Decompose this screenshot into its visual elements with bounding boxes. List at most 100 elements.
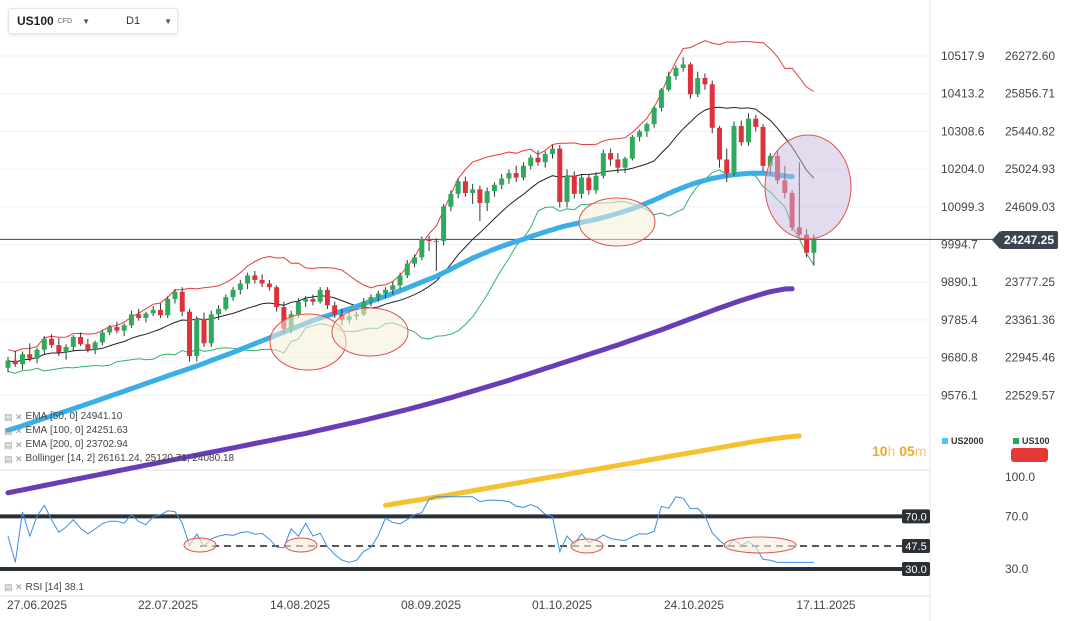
candle-body bbox=[724, 159, 730, 174]
indicator-value: 26161.24, 25120.71, 24080.18 bbox=[97, 453, 235, 464]
rsi-legend[interactable]: ▤ ✕ RSI [14] 38.1 bbox=[4, 582, 84, 593]
candle-body bbox=[470, 189, 476, 193]
candle-body bbox=[673, 68, 679, 77]
candle-body bbox=[136, 314, 142, 318]
candle-body bbox=[651, 107, 657, 125]
candle-body bbox=[528, 157, 534, 166]
candle-body bbox=[680, 64, 686, 69]
candle-body bbox=[114, 327, 120, 331]
candle-body bbox=[644, 124, 650, 132]
candle-body bbox=[709, 84, 715, 128]
candle-body bbox=[695, 77, 701, 95]
indicator-params: [14, 2] bbox=[67, 453, 96, 464]
timeframe-value[interactable]: D1 bbox=[126, 15, 141, 27]
settings-close-icon[interactable]: ▤ ✕ bbox=[4, 440, 23, 450]
candle-body bbox=[419, 239, 425, 258]
candle-body bbox=[397, 275, 403, 286]
candle-body bbox=[324, 289, 330, 306]
timeframe-dropdown-icon[interactable]: ▼ bbox=[164, 16, 172, 26]
candle-body bbox=[499, 178, 505, 185]
candle-body bbox=[41, 338, 47, 350]
indicator-legend: ▤ ✕ EMA [50, 0] 24941.10 ▤ ✕ EMA [100, 0… bbox=[4, 410, 234, 466]
settings-close-icon[interactable]: ▤ ✕ bbox=[4, 426, 23, 436]
bollinger-upper-line bbox=[7, 40, 815, 353]
candle-body bbox=[731, 125, 737, 174]
settings-close-icon[interactable]: ▤ ✕ bbox=[4, 454, 23, 464]
candle-body bbox=[404, 263, 410, 276]
y-axis-label: 26272.60 bbox=[1005, 49, 1055, 63]
candle-body bbox=[426, 239, 432, 241]
candle-body bbox=[230, 289, 236, 298]
candle-body bbox=[687, 64, 693, 95]
indicator-name: EMA bbox=[25, 411, 48, 422]
candle-body bbox=[557, 148, 563, 203]
rsi-level-tag bbox=[902, 509, 930, 524]
candle-body bbox=[753, 118, 759, 127]
chevron-down-icon[interactable]: ▼ bbox=[82, 16, 91, 26]
legend-item-us100[interactable]: US100 bbox=[1013, 436, 1050, 446]
candle-body bbox=[179, 291, 185, 312]
candle-body bbox=[172, 291, 178, 299]
candle-body bbox=[375, 293, 381, 298]
candle-body bbox=[520, 165, 526, 178]
candle-body bbox=[92, 342, 98, 350]
indicator-row[interactable]: ▤ ✕ Bollinger [14, 2] 26161.24, 25120.71… bbox=[4, 452, 234, 466]
candle-body bbox=[274, 287, 280, 308]
bollinger-lower-line bbox=[7, 169, 815, 374]
candle-body bbox=[85, 344, 91, 350]
candle-body bbox=[383, 289, 389, 294]
symbol-name: US100 bbox=[17, 14, 54, 28]
candle-body bbox=[78, 336, 84, 345]
candle-body bbox=[433, 240, 439, 242]
indicator-row[interactable]: ▤ ✕ EMA [50, 0] 24941.10 bbox=[4, 410, 234, 424]
candle-body bbox=[491, 184, 497, 192]
rsi-level-label: 30.0 bbox=[905, 564, 926, 576]
ema-50-line bbox=[5, 170, 795, 433]
candle-body bbox=[310, 298, 316, 302]
rsi-line bbox=[7, 496, 814, 563]
rsi-axis-label: 30.0 bbox=[1005, 562, 1029, 576]
candle-body bbox=[252, 275, 258, 280]
y-axis-label: 25440.82 bbox=[1005, 124, 1055, 138]
candle-body bbox=[477, 189, 483, 203]
indicator-row[interactable]: ▤ ✕ EMA [200, 0] 23702.94 bbox=[4, 438, 234, 452]
candle-body bbox=[63, 346, 69, 353]
ema-100-line bbox=[5, 286, 795, 496]
candle-countdown: 10h 05m bbox=[872, 443, 927, 459]
candle-body bbox=[223, 297, 229, 309]
candle-body bbox=[506, 173, 512, 179]
x-axis-label: 24.10.2025 bbox=[664, 598, 724, 612]
settings-close-icon[interactable]: ▤ ✕ bbox=[4, 412, 23, 422]
candle-body bbox=[194, 318, 200, 357]
candle-body bbox=[295, 301, 301, 315]
candle-body bbox=[49, 338, 55, 346]
candle-body bbox=[165, 298, 171, 316]
candle-body bbox=[121, 325, 127, 331]
rsi-level-tag bbox=[902, 562, 930, 576]
legend-item-us2000[interactable]: US2000 bbox=[942, 436, 984, 446]
y-axis-label: 22945.46 bbox=[1005, 351, 1055, 365]
candle-body bbox=[208, 314, 214, 344]
rsi-annotation-ellipse bbox=[183, 537, 217, 553]
candle-body bbox=[303, 298, 309, 302]
bollinger-middle-line bbox=[7, 106, 815, 363]
candle-body bbox=[187, 311, 192, 357]
candle-body bbox=[455, 181, 461, 194]
candle-body bbox=[259, 279, 265, 284]
candle-body bbox=[245, 275, 251, 284]
candle-body bbox=[12, 360, 18, 365]
timer-hours: 10 bbox=[872, 443, 888, 459]
settings-close-icon[interactable]: ▤ ✕ bbox=[4, 582, 23, 592]
rsi-annotation-ellipse bbox=[570, 538, 604, 554]
x-axis-label: 22.07.2025 bbox=[138, 598, 198, 612]
indicator-row[interactable]: ▤ ✕ EMA [100, 0] 24251.63 bbox=[4, 424, 234, 438]
candle-body bbox=[811, 239, 817, 253]
timer-hours-unit: h bbox=[887, 443, 896, 459]
y-axis-label-secondary: 9890.1 bbox=[941, 275, 978, 289]
y-axis-label-secondary: 10099.3 bbox=[941, 200, 985, 214]
y-axis-label-secondary: 9576.1 bbox=[941, 388, 978, 402]
y-axis-label-secondary: 9680.8 bbox=[941, 351, 978, 365]
annotation-ellipse bbox=[578, 197, 656, 247]
symbol-selector[interactable]: US100 CFD ▼ D1 ▼ bbox=[8, 8, 178, 34]
